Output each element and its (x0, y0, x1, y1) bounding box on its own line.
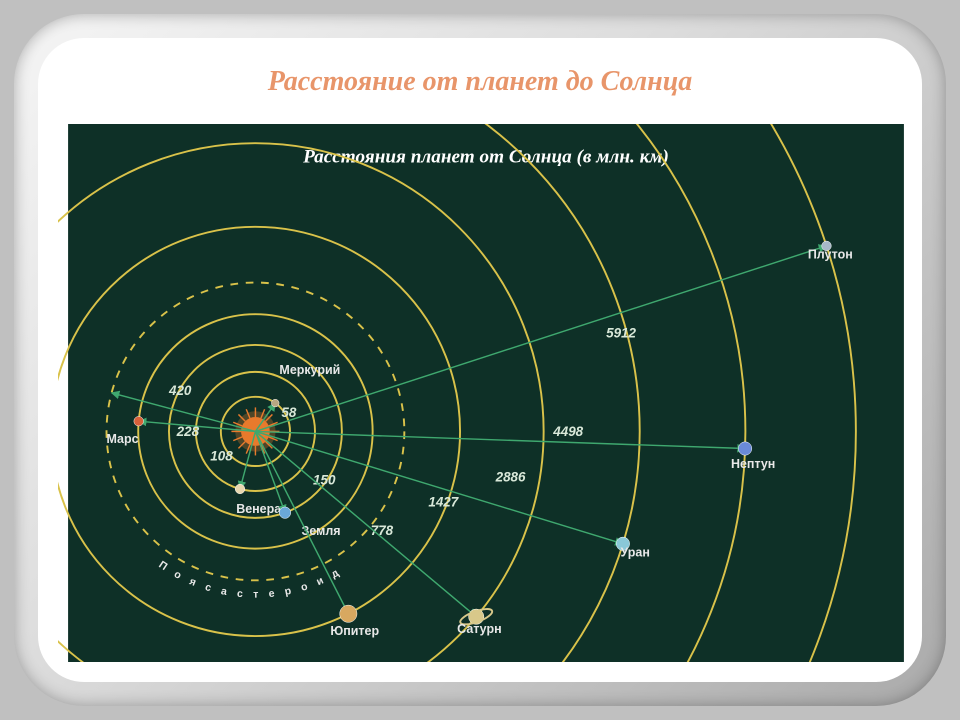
planet-label: Марс (107, 432, 139, 446)
diagram-svg: Расстояния планет от Солнца (в млн. км) М… (58, 124, 914, 662)
planet-label: Венера (236, 502, 282, 516)
planet-Меркурий (271, 399, 279, 407)
slide-inner: Расстояние от планет до Солнца Расстояни… (38, 38, 922, 682)
planet-Марс (134, 416, 144, 426)
planet-Нептун (738, 442, 751, 455)
solar-system-diagram: Расстояния планет от Солнца (в млн. км) М… (58, 124, 914, 662)
planet-label: Меркурий (279, 363, 340, 377)
distance-label: 5912 (606, 325, 636, 340)
distance-label: 58 (281, 405, 296, 420)
distance-label: 1427 (428, 494, 458, 509)
distance-label: 420 (168, 383, 192, 398)
distance-label: 108 (210, 448, 233, 463)
distance-label: 228 (176, 424, 200, 439)
planet-Венера (235, 484, 245, 494)
planet-label: Уран (621, 545, 650, 559)
distance-label: 4498 (552, 424, 583, 439)
distance-label: 150 (313, 472, 336, 487)
slide-frame: Расстояние от планет до Солнца Расстояни… (14, 14, 946, 706)
planet-label: Плутон (808, 248, 853, 262)
planet-label: Сатурн (457, 622, 501, 636)
distance-label: 2886 (495, 469, 526, 484)
chart-title: Расстояния планет от Солнца (в млн. км) (302, 146, 669, 167)
planet-label: Юпитер (330, 624, 379, 638)
planet-Юпитер (340, 605, 357, 622)
page-title: Расстояние от планет до Солнца (38, 66, 922, 98)
planet-Земля (279, 507, 291, 519)
planet-label: Нептун (731, 457, 775, 471)
planet-label: Земля (302, 524, 341, 538)
